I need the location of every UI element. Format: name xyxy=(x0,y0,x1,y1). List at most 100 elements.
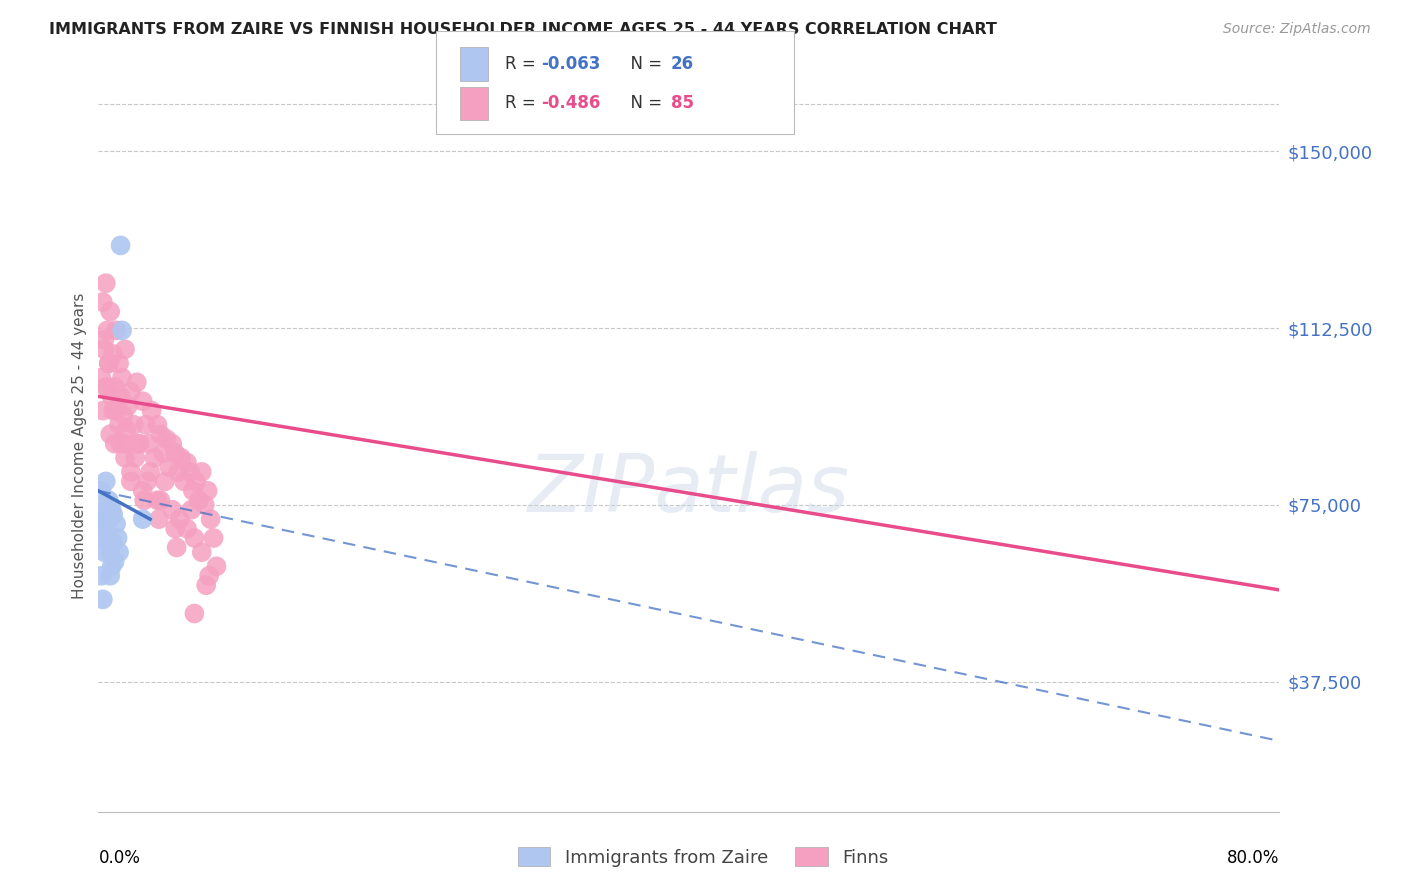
Point xyxy=(94,522,117,536)
Point xyxy=(136,475,159,489)
Point xyxy=(108,356,131,370)
Point xyxy=(162,436,183,450)
Point xyxy=(194,498,217,512)
Point xyxy=(195,578,218,592)
Point xyxy=(162,502,183,516)
Point xyxy=(97,356,120,370)
Point xyxy=(128,436,150,450)
Point xyxy=(179,465,201,479)
Point xyxy=(93,508,115,522)
Point xyxy=(114,436,136,450)
Point xyxy=(114,343,136,357)
Point xyxy=(98,427,121,442)
Text: R =: R = xyxy=(505,55,541,73)
Point xyxy=(143,450,166,465)
Point xyxy=(184,475,207,489)
Point xyxy=(157,460,180,475)
Point xyxy=(105,516,128,531)
Point xyxy=(198,568,221,582)
Point xyxy=(187,493,209,508)
Text: -0.063: -0.063 xyxy=(541,55,600,73)
Point xyxy=(176,522,198,536)
Point xyxy=(181,483,204,498)
Point xyxy=(132,394,155,409)
Point xyxy=(165,522,187,536)
Point xyxy=(138,436,160,450)
Point xyxy=(125,436,148,450)
Point xyxy=(110,436,132,450)
Point xyxy=(197,483,219,498)
Point xyxy=(183,607,205,621)
Point xyxy=(153,475,176,489)
Point xyxy=(125,376,148,390)
Point xyxy=(104,555,127,569)
Point xyxy=(105,403,128,417)
Point xyxy=(103,403,125,417)
Point xyxy=(90,483,112,498)
Point xyxy=(176,456,198,470)
Point xyxy=(191,465,214,479)
Point xyxy=(132,483,155,498)
Point xyxy=(146,493,169,508)
Point xyxy=(100,389,122,403)
Point xyxy=(96,380,118,394)
Point xyxy=(104,436,127,450)
Point xyxy=(98,568,121,582)
Text: 85: 85 xyxy=(671,95,693,112)
Point xyxy=(139,465,162,479)
Point xyxy=(100,502,122,516)
Point xyxy=(100,559,122,574)
Point xyxy=(117,399,139,413)
Point xyxy=(167,465,190,479)
Point xyxy=(91,531,114,545)
Point xyxy=(165,446,187,460)
Point xyxy=(107,531,129,545)
Point xyxy=(135,417,157,432)
Point xyxy=(124,450,146,465)
Point xyxy=(149,493,172,508)
Text: -0.486: -0.486 xyxy=(541,95,600,112)
Point xyxy=(148,512,170,526)
Point xyxy=(108,417,131,432)
Point xyxy=(120,475,142,489)
Point xyxy=(155,432,177,446)
Point xyxy=(105,323,128,337)
Point xyxy=(107,399,129,413)
Point xyxy=(91,295,114,310)
Point xyxy=(94,380,117,394)
Point xyxy=(146,417,169,432)
Point xyxy=(114,450,136,465)
Point xyxy=(200,512,222,526)
Point xyxy=(93,545,115,559)
Point xyxy=(122,417,145,432)
Point xyxy=(111,323,134,337)
Text: 80.0%: 80.0% xyxy=(1227,849,1279,868)
Point xyxy=(94,475,117,489)
Point xyxy=(90,370,112,384)
Point xyxy=(91,512,114,526)
Point xyxy=(202,531,225,545)
Point xyxy=(93,333,115,347)
Point xyxy=(205,559,228,574)
Point xyxy=(94,276,117,290)
Point xyxy=(170,450,193,465)
Point xyxy=(132,512,155,526)
Text: N =: N = xyxy=(620,55,668,73)
Text: R =: R = xyxy=(505,95,541,112)
Point xyxy=(149,427,172,442)
Point xyxy=(98,304,121,318)
Point xyxy=(104,380,127,394)
Text: Source: ZipAtlas.com: Source: ZipAtlas.com xyxy=(1223,22,1371,37)
Text: 0.0%: 0.0% xyxy=(98,849,141,868)
Point xyxy=(90,568,112,582)
Point xyxy=(108,545,131,559)
Point xyxy=(115,422,138,436)
Point xyxy=(110,389,132,403)
Point xyxy=(98,545,121,559)
Point xyxy=(103,535,125,549)
Text: 26: 26 xyxy=(671,55,693,73)
Y-axis label: Householder Income Ages 25 - 44 years: Householder Income Ages 25 - 44 years xyxy=(72,293,87,599)
Point xyxy=(111,370,134,384)
Point xyxy=(169,512,191,526)
Point xyxy=(183,531,205,545)
